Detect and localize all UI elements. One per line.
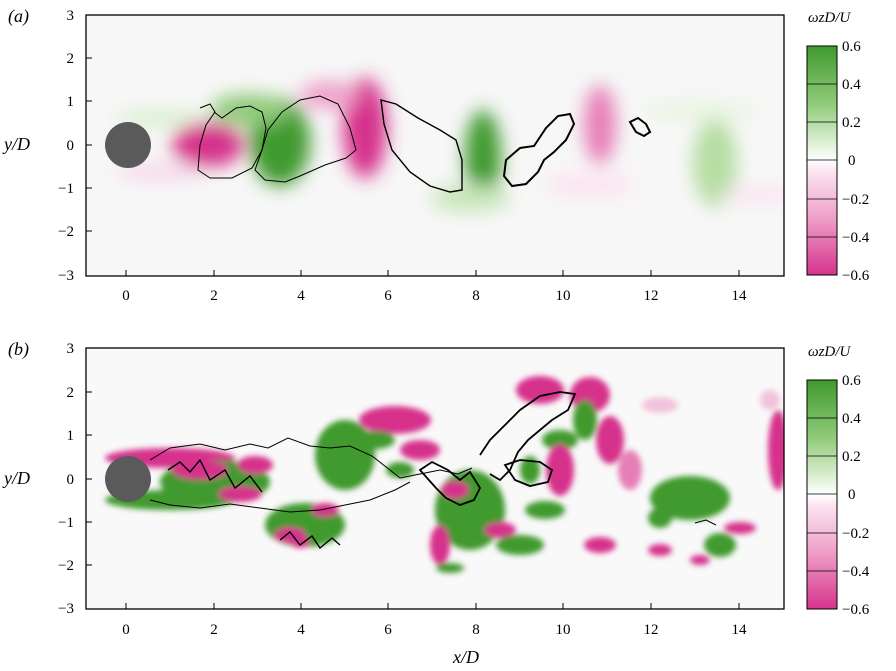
panel-a-yticks: 3 2 1 0 −1 −2 −3 bbox=[58, 8, 74, 284]
panel-a-colorbar-ticks: 0.6 0.4 0.2 0 −0.2 −0.4 −0.6 bbox=[842, 39, 870, 284]
colorbar-tick-label: 0.2 bbox=[842, 115, 861, 131]
panel-a-plot-area bbox=[85, 14, 785, 277]
colorbar-tick-label: 0.4 bbox=[842, 77, 861, 93]
panel-b-ylabel: y/D bbox=[2, 468, 30, 488]
panel-b-vorticity-field bbox=[105, 376, 784, 573]
panel-a-cylinder bbox=[105, 122, 151, 168]
vortex-b-3 bbox=[315, 420, 375, 490]
x-tick-label: 8 bbox=[472, 622, 480, 638]
panel-b-colorbar-title: ωzD/U bbox=[808, 344, 851, 360]
x-tick-label: 12 bbox=[644, 622, 659, 638]
vortex-a-6 bbox=[693, 119, 737, 207]
vortex-a-5 bbox=[584, 85, 616, 165]
x-tick-label: 0 bbox=[122, 288, 130, 304]
x-tick-label: 4 bbox=[297, 622, 305, 638]
panel-a-vorticity-field bbox=[115, 78, 784, 212]
x-tick-label: 8 bbox=[472, 288, 480, 304]
panel-a-axes: y/D 3 2 1 0 −1 −2 −3 0 2 4 6 8 10 12 14 bbox=[2, 8, 747, 304]
y-tick-label: 3 bbox=[67, 341, 75, 357]
y-tick-label: 1 bbox=[67, 428, 75, 444]
panel-b-xlabel: x/D bbox=[452, 647, 479, 667]
y-tick-label: 0 bbox=[67, 472, 75, 488]
panel-a-colorbar-title: ωzD/U bbox=[808, 10, 851, 26]
colorbar-tick-label: 0 bbox=[848, 153, 856, 169]
x-tick-label: 2 bbox=[210, 622, 218, 638]
colorbar-tick-label: 0 bbox=[848, 487, 856, 503]
panel-a: (a) bbox=[2, 6, 870, 304]
y-tick-label: −2 bbox=[58, 224, 74, 240]
y-tick-label: −1 bbox=[58, 181, 74, 197]
y-tick-label: 0 bbox=[67, 138, 75, 154]
y-tick-label: 1 bbox=[67, 94, 75, 110]
panel-a-colorbar: ωzD/U 0.6 0.4 0.2 0 −0.2 −0.4 −0.6 bbox=[806, 10, 870, 284]
y-tick-label: 2 bbox=[67, 385, 75, 401]
x-tick-label: 6 bbox=[384, 622, 392, 638]
x-tick-label: 2 bbox=[210, 288, 218, 304]
panel-b-label: (b) bbox=[8, 339, 29, 360]
x-tick-label: 0 bbox=[122, 622, 130, 638]
colorbar-tick-label: 0.6 bbox=[842, 39, 861, 55]
x-tick-label: 12 bbox=[644, 288, 659, 304]
x-tick-label: 10 bbox=[556, 288, 571, 304]
colorbar-tick-label: −0.4 bbox=[842, 230, 870, 246]
colorbar-tick-label: 0.6 bbox=[842, 373, 861, 389]
vortex-b-6 bbox=[650, 476, 730, 520]
y-tick-label: −1 bbox=[58, 515, 74, 531]
panel-b-plot-area bbox=[85, 347, 785, 610]
panel-a-xticks: 0 2 4 6 8 10 12 14 bbox=[122, 288, 747, 304]
colorbar-tick-label: −0.4 bbox=[842, 564, 870, 580]
panel-b-contours bbox=[149, 391, 717, 550]
panel-b-axes: y/D 3 2 1 0 −1 −2 −3 0 2 4 6 8 10 12 14 … bbox=[2, 341, 747, 667]
colorbar-tick-label: −0.2 bbox=[842, 526, 869, 542]
colorbar-tick-label: 0.4 bbox=[842, 411, 861, 427]
colorbar-tick-label: −0.6 bbox=[842, 602, 870, 618]
vortex-a-1 bbox=[172, 123, 244, 167]
x-tick-label: 6 bbox=[384, 288, 392, 304]
vortex-b-7 bbox=[768, 410, 784, 490]
colorbar-tick-label: −0.6 bbox=[842, 268, 870, 284]
x-tick-label: 10 bbox=[556, 622, 571, 638]
panel-b-xticks: 0 2 4 6 8 10 12 14 bbox=[122, 622, 747, 638]
colorbar-tick-label: 0.2 bbox=[842, 449, 861, 465]
x-tick-label: 14 bbox=[732, 622, 748, 638]
panel-a-ylabel: y/D bbox=[2, 134, 30, 154]
panel-b-colorbar-ticks: 0.6 0.4 0.2 0 −0.2 −0.4 −0.6 bbox=[842, 373, 870, 618]
vortex-a-4 bbox=[465, 110, 501, 206]
panel-b-yticks: 3 2 1 0 −1 −2 −3 bbox=[58, 341, 74, 617]
y-tick-label: −2 bbox=[58, 558, 74, 574]
panel-b-cylinder bbox=[105, 456, 151, 502]
colorbar-tick-label: −0.2 bbox=[842, 192, 869, 208]
x-tick-label: 14 bbox=[732, 288, 748, 304]
panel-b-colorbar: ωzD/U 0.6 0.4 0.2 0 −0.2 −0.4 −0.6 bbox=[806, 344, 870, 618]
y-tick-label: 3 bbox=[67, 8, 75, 24]
y-tick-label: 2 bbox=[67, 51, 75, 67]
y-tick-label: −3 bbox=[58, 601, 74, 617]
panel-a-label: (a) bbox=[8, 6, 29, 27]
x-tick-label: 4 bbox=[297, 288, 305, 304]
panel-a-contours bbox=[197, 95, 652, 193]
panel-b: (b) bbox=[2, 339, 870, 667]
y-tick-label: −3 bbox=[58, 268, 74, 284]
